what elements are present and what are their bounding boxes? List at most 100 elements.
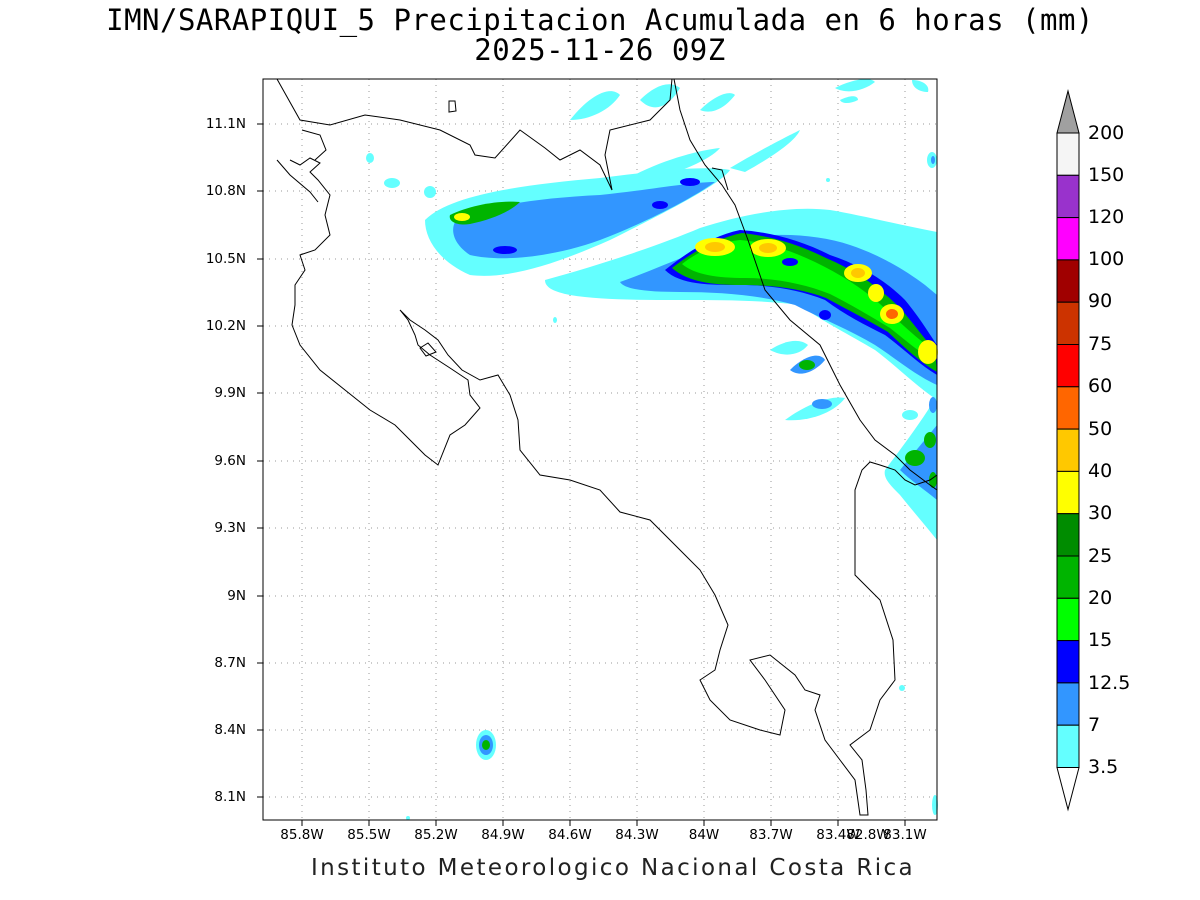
precip-cell-isolated (482, 740, 490, 750)
precip-core-orange (759, 243, 777, 253)
colorbar-swatch (1056, 513, 1080, 557)
precip-core-yellow (918, 340, 938, 364)
colorbar-swatch (1056, 174, 1080, 219)
precip-streak-north (730, 130, 800, 172)
colorbar-label: 60 (1088, 375, 1113, 397)
precip-spot (652, 201, 668, 209)
colorbar-swatch (1056, 301, 1080, 346)
colorbar-swatch (1056, 428, 1080, 472)
precip-band-east-strong (682, 240, 935, 360)
lake-nicaragua (448, 100, 457, 113)
lat-label: 10.8N (205, 183, 246, 199)
precip-spot (493, 246, 517, 254)
precip-spot (812, 399, 832, 409)
colorbar-label: 3.5 (1088, 756, 1119, 778)
caribbean-border-segment (711, 167, 729, 191)
precip-core-red (886, 309, 898, 319)
lon-label: 83.1W (883, 827, 927, 843)
colorbar-cap-bottom (1056, 767, 1080, 812)
lon-label: 83.4W (816, 827, 860, 843)
colorbar-label: 7 (1088, 714, 1101, 736)
precip-spot (826, 178, 830, 182)
nicaragua-border (276, 78, 673, 191)
lat-label: 9.6N (214, 453, 246, 469)
map-title: IMN/SARAPIQUI_5 Precipitacion Acumulada … (106, 3, 1094, 37)
precip-core-orange (851, 268, 865, 278)
lake-border (301, 129, 327, 161)
colorbar-swatch (1056, 132, 1080, 176)
axis-ticks (257, 123, 906, 826)
colorbar-label: 40 (1088, 460, 1113, 482)
lat-label: 9.3N (214, 520, 246, 536)
lon-label: 84.9W (481, 827, 525, 843)
precip-streak-north (912, 80, 929, 92)
lat-label: 11.1N (205, 116, 246, 132)
precip-cell-southeast (905, 450, 925, 466)
precip-spot (929, 397, 937, 413)
precip-streak-east (770, 340, 808, 355)
precip-streak-north (700, 93, 735, 112)
nicaragua-coast-west (276, 159, 319, 203)
colorbar-swatch (1056, 259, 1080, 303)
precip-spot (782, 258, 798, 266)
colorbar-swatch (1056, 682, 1080, 726)
precip-spot (899, 685, 905, 691)
precipitation-field (366, 79, 938, 820)
precip-streak-north (835, 79, 875, 92)
footer-credit: Instituto Meteorologico Nacional Costa R… (310, 855, 916, 881)
colorbar-swatch (1056, 597, 1080, 642)
colorbar-swatch (1056, 555, 1080, 599)
map-date: 2025-11-26 09Z (474, 33, 726, 67)
colorbar-label: 150 (1088, 164, 1125, 186)
colorbar-label: 75 (1088, 333, 1113, 355)
lat-label: 8.4N (214, 722, 246, 738)
precip-spot (553, 317, 557, 323)
colorbar-swatch (1056, 724, 1080, 769)
colorbar-label: 12.5 (1088, 672, 1131, 694)
colorbar-label: 200 (1088, 122, 1125, 144)
lat-label: 8.7N (214, 655, 246, 671)
precip-streak-north (840, 96, 858, 103)
pacific-coast-nicoya (289, 157, 938, 816)
precip-streak-north (625, 148, 720, 185)
lat-label: 10.5N (205, 251, 246, 267)
colorbar-cap-top (1056, 89, 1080, 134)
colorbar-label: 50 (1088, 418, 1113, 440)
map-frame (262, 78, 938, 821)
precip-spot (406, 816, 410, 820)
lon-label: 84W (688, 827, 720, 843)
colorbar-label: 30 (1088, 502, 1113, 524)
colorbar (1056, 89, 1080, 812)
precip-spot (384, 178, 400, 188)
caribbean-coast-north (673, 78, 938, 491)
precip-spot (366, 153, 374, 163)
precip-cell-southeast (924, 432, 936, 448)
colorbar-swatch (1056, 217, 1080, 261)
colorbar-swatch (1056, 344, 1080, 388)
lat-label: 8.1N (214, 789, 246, 805)
precip-spot (819, 310, 831, 320)
colorbar-label: 100 (1088, 248, 1125, 270)
precip-cell-northwest-core (454, 213, 470, 221)
nicoya-island (419, 342, 437, 357)
precip-streak-north (570, 91, 620, 120)
precip-spot (931, 156, 935, 164)
precip-core-orange (705, 242, 725, 252)
lat-label: 9N (227, 588, 246, 604)
colorbar-label: 90 (1088, 290, 1113, 312)
lon-label: 82.8W (846, 827, 890, 843)
precip-spot (902, 410, 918, 420)
lat-label: 9.9N (214, 385, 246, 401)
precip-core-yellow (868, 284, 884, 302)
precip-cell-east (799, 360, 815, 370)
lon-label: 85.2W (414, 827, 458, 843)
precip-spot (424, 186, 436, 198)
map-gridlines (263, 79, 937, 820)
colorbar-swatch (1056, 470, 1080, 515)
colorbar-label: 15 (1088, 629, 1113, 651)
colorbar-swatch (1056, 640, 1080, 684)
colorbar-label: 120 (1088, 206, 1125, 228)
colorbar-swatch (1056, 386, 1080, 430)
precip-spot (680, 178, 700, 186)
